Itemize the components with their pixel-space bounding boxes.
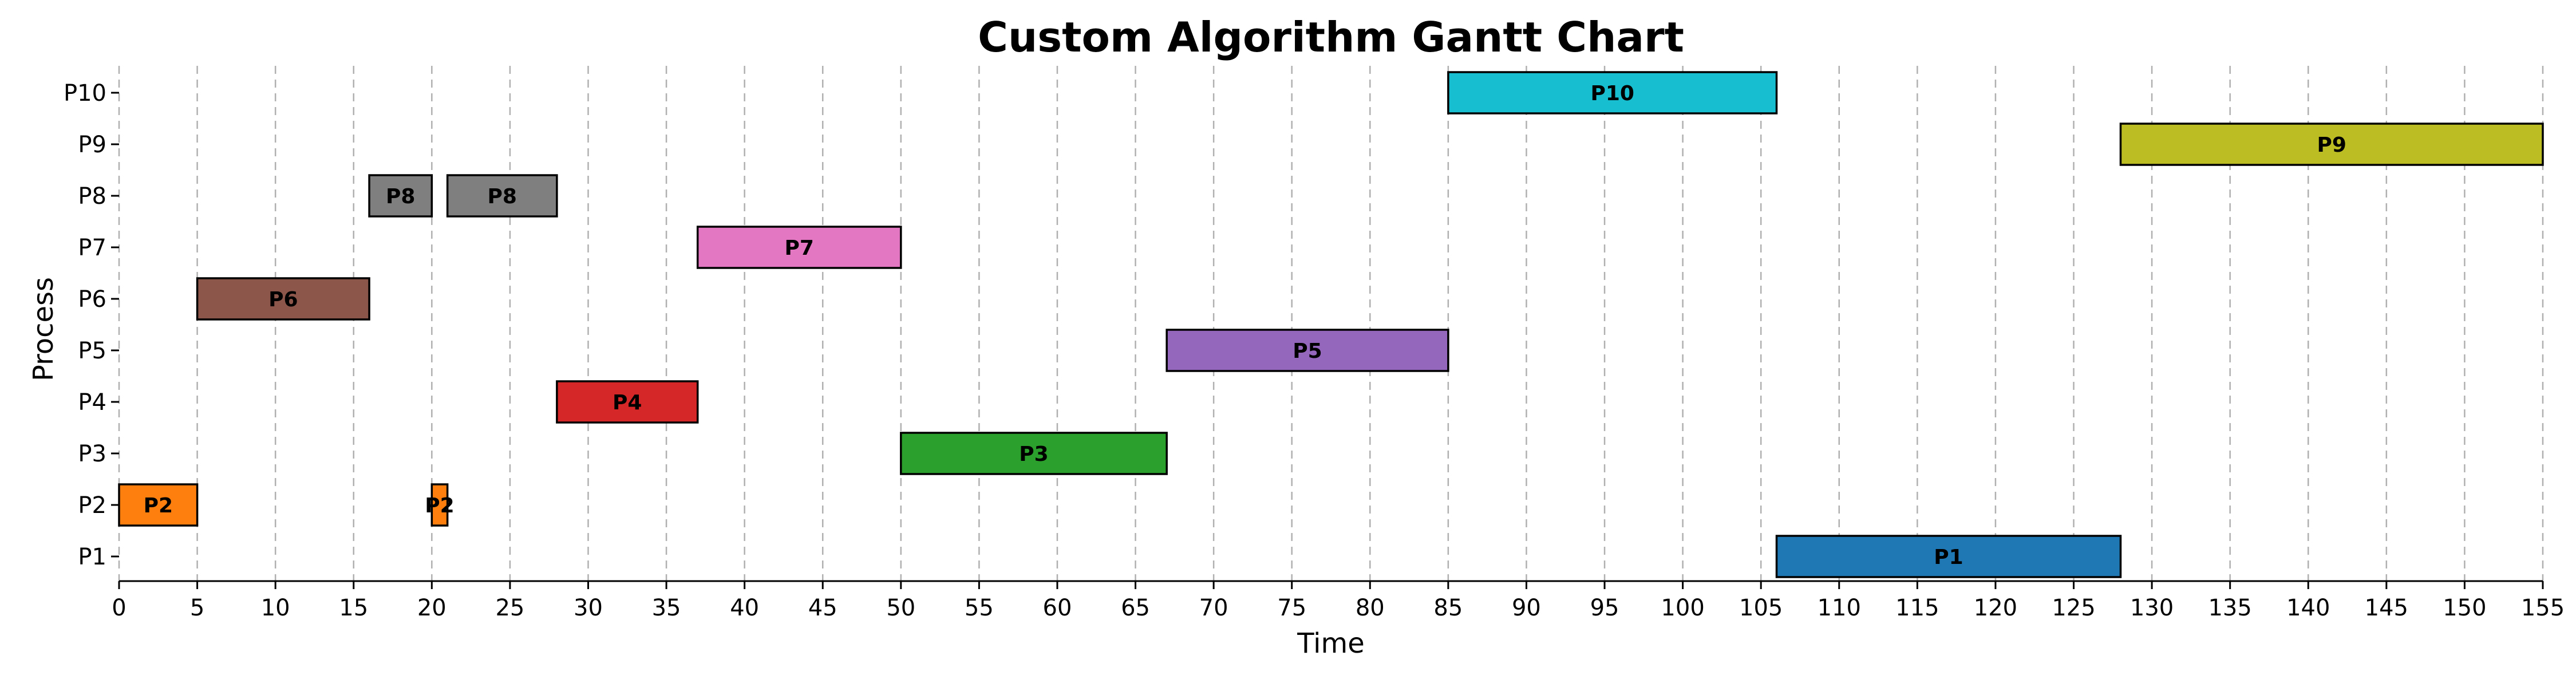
bar-label: P8 — [386, 185, 415, 208]
x-tick-label: 85 — [1433, 595, 1463, 621]
bars-group: P2 P6 P8 P2 P8 P4 P7 P3 P5 P10 P1 P9 — [118, 71, 2544, 578]
x-tick-label: 105 — [1739, 595, 1783, 621]
x-tick-label: 150 — [2443, 595, 2486, 621]
x-tick-label: 0 — [112, 595, 126, 621]
bar-label: P2 — [144, 494, 173, 518]
x-tick-label: 145 — [2365, 595, 2408, 621]
x-tick-label: 110 — [1818, 595, 1861, 621]
x-tick-label: 20 — [417, 595, 447, 621]
bar-label: P7 — [785, 236, 814, 260]
x-axis-label: Time — [1297, 627, 1364, 660]
y-tick-label: P4 — [78, 389, 106, 416]
x-tick-label: 75 — [1277, 595, 1306, 621]
x-tick-label: 55 — [965, 595, 994, 621]
gantt-bar — [556, 380, 699, 424]
y-tick-label: P3 — [78, 441, 106, 467]
bar-label: P1 — [1934, 546, 1963, 569]
x-ticks: 0 5 10 15 20 25 30 35 40 45 50 55 60 65 70 75 80 85 90 95 10… — [112, 581, 2565, 621]
x-tick-label: 40 — [730, 595, 759, 621]
chart-title: Custom Algorithm Gantt Chart — [978, 13, 1684, 61]
x-tick-label: 130 — [2130, 595, 2174, 621]
x-tick-label: 120 — [1974, 595, 2017, 621]
y-axis-label: Process — [27, 277, 60, 381]
y-tick-label: P6 — [78, 286, 106, 313]
y-tick-label: P2 — [78, 492, 106, 519]
gantt-bar — [368, 174, 433, 218]
gantt-bar — [196, 277, 370, 321]
bar-label: P8 — [488, 185, 517, 208]
x-tick-label: 15 — [339, 595, 368, 621]
y-tick-label: P10 — [64, 80, 106, 106]
bar-label: P3 — [1019, 443, 1048, 466]
x-tick-label: 35 — [652, 595, 681, 621]
x-tick-label: 10 — [261, 595, 290, 621]
y-tick-label: P8 — [78, 183, 106, 210]
x-tick-label: 115 — [1895, 595, 1939, 621]
gantt-bar — [2119, 123, 2544, 166]
x-tick-label: 155 — [2521, 595, 2565, 621]
x-tick-label: 45 — [808, 595, 837, 621]
x-tick-label: 30 — [574, 595, 603, 621]
x-tick-label: 95 — [1590, 595, 1619, 621]
gantt-bar — [1775, 535, 2122, 578]
y-tick-label: P7 — [78, 235, 106, 261]
x-tick-label: 80 — [1356, 595, 1385, 621]
gantt-bar — [900, 432, 1168, 475]
x-tick-label: 25 — [495, 595, 524, 621]
y-ticks: P1 P2 P3 P4 P5 P6 P7 P8 P9 P10 — [64, 80, 119, 570]
y-tick-label: P1 — [78, 544, 106, 570]
x-tick-label: 70 — [1199, 595, 1228, 621]
gantt-bar — [446, 174, 558, 218]
y-tick-label: P5 — [78, 338, 106, 364]
bar-label: P5 — [1293, 339, 1322, 363]
gantt-bar — [430, 483, 449, 527]
x-tick-label: 90 — [1512, 595, 1541, 621]
bar-label: P6 — [268, 288, 298, 311]
gantt-bar — [696, 226, 902, 269]
x-tick-label: 100 — [1661, 595, 1704, 621]
x-tick-label: 60 — [1043, 595, 1072, 621]
bar-label: P2 — [425, 494, 454, 518]
x-tick-label: 125 — [2052, 595, 2095, 621]
gantt-bar — [1165, 329, 1449, 372]
x-tick-label: 135 — [2208, 595, 2251, 621]
x-tick-label: 65 — [1121, 595, 1150, 621]
bar-label: P10 — [1590, 82, 1634, 105]
bar-label: P9 — [2317, 133, 2346, 157]
bar-label: P4 — [613, 391, 642, 414]
x-tick-label: 5 — [190, 595, 204, 621]
y-tick-label: P9 — [78, 132, 106, 158]
gantt-bar — [1447, 71, 1778, 114]
x-tick-label: 50 — [886, 595, 915, 621]
x-tick-label: 140 — [2286, 595, 2330, 621]
